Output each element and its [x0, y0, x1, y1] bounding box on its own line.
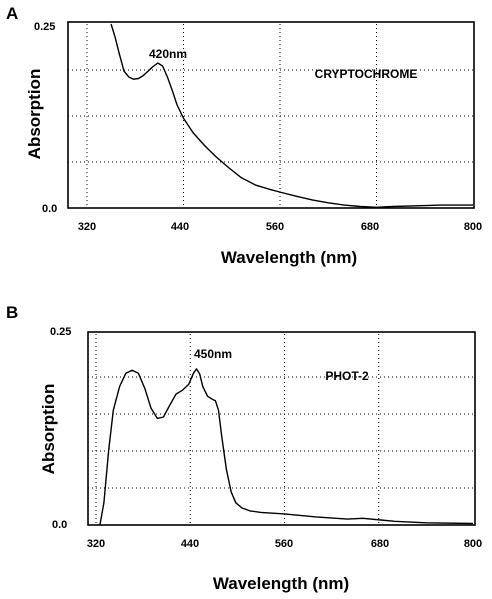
panel-b-frame — [87, 331, 476, 526]
panel-a-series-label: CRYPTOCHROME — [315, 67, 418, 81]
panel-a-xlabel: Wavelength (nm) — [221, 248, 357, 267]
panel-b-ylabel: Absorption — [39, 384, 58, 475]
panel-b-ytick-min: 0.0 — [52, 519, 67, 531]
panel-a-grid — [68, 24, 474, 208]
panel-a-series-line — [110, 23, 473, 208]
panel-b-series-line — [99, 368, 474, 526]
panel-a-xtick-320: 320 — [78, 221, 96, 233]
panel-a-ytick-min: 0.0 — [42, 203, 57, 215]
panel-a: A 0.25 0.0 320 440 560 680 800 Wavelengt… — [6, 4, 482, 267]
panel-a-xtick-680: 680 — [361, 221, 379, 233]
panel-b-series-label: PHOT-2 — [325, 369, 369, 383]
panel-b-xtick-560: 560 — [275, 538, 293, 550]
panel-b-xtick-320: 320 — [87, 538, 105, 550]
panel-a-xtick-800: 800 — [464, 221, 482, 233]
panel-b-ytick-max: 0.25 — [50, 326, 71, 338]
panel-a-xtick-560: 560 — [266, 221, 284, 233]
panel-b: B 0.25 0.0 320 440 560 680 800 Wavelengt… — [6, 303, 482, 593]
panel-b-xtick-680: 680 — [371, 538, 389, 550]
panel-a-peak-label: 420nm — [149, 47, 187, 61]
panel-b-letter: B — [6, 303, 18, 322]
panel-b-xtick-440: 440 — [181, 538, 199, 550]
panel-a-ylabel: Absorption — [25, 69, 44, 160]
panel-b-peak-label: 450nm — [194, 347, 232, 361]
panel-a-frame — [67, 21, 475, 209]
panel-b-xlabel: Wavelength (nm) — [213, 574, 349, 593]
panel-b-xtick-800: 800 — [464, 538, 482, 550]
panel-a-xtick-440: 440 — [171, 221, 189, 233]
panel-a-ytick-max: 0.25 — [34, 21, 55, 33]
panel-a-letter: A — [6, 4, 18, 23]
panel-b-grid — [88, 334, 475, 525]
